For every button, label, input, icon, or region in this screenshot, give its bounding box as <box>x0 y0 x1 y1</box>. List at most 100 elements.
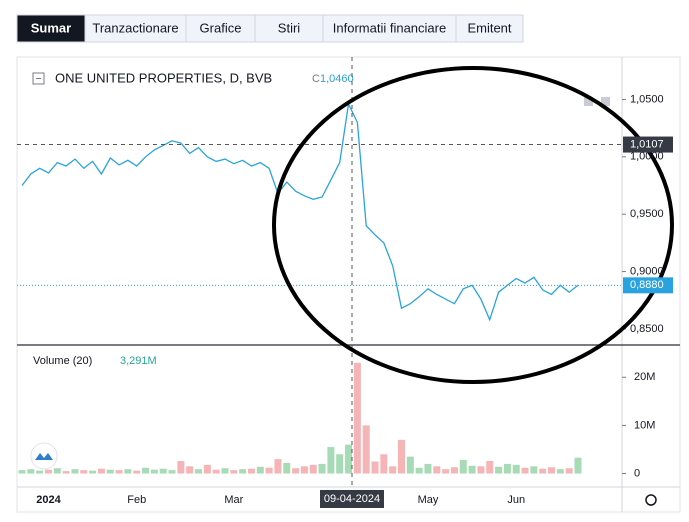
volume-bar <box>115 470 123 474</box>
volume-bar <box>106 469 114 474</box>
tab-label[interactable]: Emitent <box>467 20 511 35</box>
crosshair-price-label: 1,0107 <box>630 138 664 150</box>
last-price-badge <box>623 277 673 294</box>
logo[interactable] <box>30 442 58 470</box>
volume-bar <box>292 468 300 474</box>
volume-bar <box>283 462 291 474</box>
volume-bar <box>415 467 423 474</box>
volume-bar <box>300 466 308 474</box>
volume-bar <box>433 466 441 474</box>
volume-bar <box>539 468 547 474</box>
chart-frame <box>16 56 681 513</box>
y-tick-label: 1,0000 <box>630 151 664 163</box>
volume-bar <box>336 454 344 474</box>
y-tick-label: 0,8500 <box>630 323 664 335</box>
logo-mark <box>35 453 53 460</box>
volume-bar <box>556 469 564 474</box>
tab-label[interactable]: Tranzactionare <box>92 20 178 35</box>
last-price-label: 0,8880 <box>630 279 664 291</box>
close-letter: C <box>312 73 320 85</box>
volume-bar <box>53 468 61 474</box>
y-tick-label: 1,0500 <box>630 93 664 105</box>
volume-bar <box>477 466 485 474</box>
volume-bar <box>512 464 520 474</box>
tab[interactable]: Emitent <box>455 14 524 43</box>
y-tick-label: 0 <box>634 467 640 479</box>
collapse-icon[interactable] <box>32 72 45 85</box>
y-tick-label: 20M <box>634 371 655 383</box>
tab[interactable]: Informatii financiare <box>322 14 457 43</box>
volume-bar <box>327 447 335 474</box>
volume-bar <box>133 470 141 474</box>
volume-bar <box>247 468 255 474</box>
tab-label[interactable]: Informatii financiare <box>333 20 446 35</box>
tab-box <box>185 14 256 43</box>
volume-bar <box>195 469 203 474</box>
volume-bar <box>318 463 326 474</box>
volume-bar <box>212 469 220 474</box>
volume-bar <box>80 470 88 474</box>
volume-bar <box>380 454 388 474</box>
crosshair-price-badge <box>623 136 673 153</box>
volume-bar <box>353 362 361 474</box>
volume-bar <box>177 461 185 474</box>
hand-drawn-circle <box>272 66 674 384</box>
volume-bar <box>486 461 494 474</box>
volume-bar <box>36 470 44 474</box>
volume-bar <box>495 466 503 474</box>
volume-bar <box>274 459 282 474</box>
volume-bar <box>371 461 379 474</box>
volume-bar <box>265 467 273 474</box>
volume-bar <box>44 469 52 474</box>
volume-bar <box>142 467 150 474</box>
volume-bar <box>530 466 538 474</box>
volume-bar <box>424 463 432 474</box>
volume-bar <box>97 468 105 474</box>
volume-bar <box>186 466 194 474</box>
tab-label[interactable]: Grafice <box>200 20 242 35</box>
pane-button[interactable] <box>601 97 610 106</box>
volume-bar <box>345 444 353 474</box>
volume-bar <box>71 469 79 474</box>
x-tick-label: Feb <box>127 494 146 506</box>
tab-box <box>84 14 187 43</box>
symbol-title: ONE UNITED PROPERTIES, D, BVB <box>55 70 272 85</box>
volume-bar <box>124 469 132 474</box>
tab-box <box>322 14 457 43</box>
tab-label[interactable]: Stiri <box>278 20 301 35</box>
tab[interactable]: Tranzactionare <box>84 14 187 43</box>
volume-bar <box>168 470 176 474</box>
volume-bar <box>239 469 247 474</box>
tab[interactable]: Stiri <box>254 14 324 43</box>
volume-bar <box>256 466 264 474</box>
volume-bar <box>159 468 167 474</box>
volume-bar <box>450 467 458 474</box>
volume-bar <box>89 470 97 474</box>
volume-bar <box>230 470 238 474</box>
tab[interactable]: Grafice <box>185 14 256 43</box>
volume-last: 3,291M <box>120 355 157 367</box>
tab[interactable]: Sumar <box>16 14 86 43</box>
y-tick-label: 10M <box>634 419 655 431</box>
pane-button[interactable] <box>584 97 593 106</box>
volume-bar <box>221 468 229 474</box>
volume-bar <box>18 470 26 474</box>
volume-bar <box>362 425 370 474</box>
volume-bar <box>468 465 476 474</box>
volume-bar <box>406 456 414 474</box>
volume-bar <box>459 460 467 474</box>
tab-label[interactable]: Sumar <box>31 20 71 35</box>
volume-bar <box>397 439 405 474</box>
volume-bar <box>565 468 573 474</box>
settings-icon[interactable] <box>645 494 657 506</box>
close-value: 1,0460 <box>320 73 354 85</box>
y-tick-label: 0,9000 <box>630 265 664 277</box>
tab-box <box>455 14 524 43</box>
volume-bar <box>521 467 529 474</box>
volume-bar <box>150 469 158 474</box>
volume-bar <box>548 467 556 474</box>
tab-box <box>254 14 324 43</box>
volume-bar <box>574 457 582 474</box>
crosshair-date-label: 09-04-2024 <box>324 493 380 505</box>
